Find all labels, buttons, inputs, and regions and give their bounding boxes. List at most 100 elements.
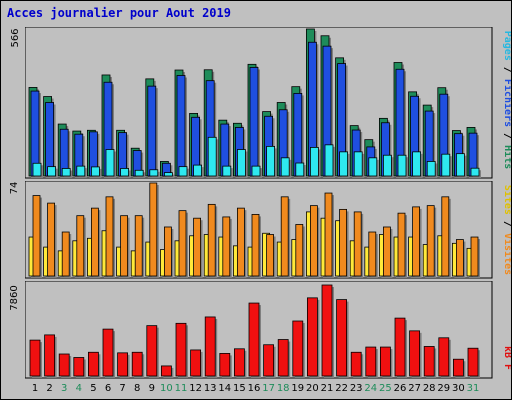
- kb-bar-1: [29, 339, 41, 377]
- legend-fichiers: Fichiers: [502, 78, 512, 128]
- day-label-7: 7: [119, 383, 126, 394]
- day-label-14: 14: [218, 383, 232, 394]
- kb-bar-25: [379, 346, 391, 377]
- pages-bar-10: [163, 172, 173, 177]
- kb-bar-17: [263, 344, 275, 377]
- pages-bar-16: [251, 165, 261, 177]
- pages-bar-24: [368, 157, 378, 177]
- kb-bar-5: [88, 351, 99, 377]
- kb-bar-12: [190, 349, 202, 377]
- day-label-5: 5: [90, 383, 97, 394]
- pages-bar-3: [61, 168, 71, 177]
- legend-hits: Hits: [502, 145, 512, 170]
- visits-bar-15: [236, 207, 245, 277]
- files-bar-2: [45, 102, 55, 177]
- day-label-2: 2: [46, 383, 53, 394]
- visits-bar-2: [47, 202, 56, 277]
- pages-bar-9: [149, 169, 159, 177]
- kb-bar-18: [277, 339, 289, 377]
- visits-bar-31: [470, 236, 479, 277]
- legend-sites: Sites: [502, 184, 512, 215]
- kb-bar-30: [452, 358, 464, 377]
- bottom-max-label: 7860: [9, 285, 20, 311]
- files-bar-16: [249, 67, 259, 177]
- pages-bar-8: [134, 169, 144, 177]
- day-label-9: 9: [148, 383, 155, 394]
- visits-bar-8: [134, 215, 143, 277]
- kb-bar-9: [146, 325, 158, 377]
- day-label-26: 26: [393, 383, 407, 394]
- day-label-6: 6: [104, 383, 112, 394]
- visits-bar-7: [120, 215, 128, 277]
- day-label-18: 18: [276, 383, 290, 394]
- kb-bar-31: [467, 347, 479, 377]
- pages-bar-23: [353, 151, 363, 177]
- visits-bar-6: [105, 196, 114, 277]
- kb-chart: [25, 281, 493, 379]
- visits-bar-13: [207, 203, 216, 277]
- pages-bar-19: [295, 162, 305, 177]
- day-label-19: 19: [291, 383, 305, 394]
- pages-bar-31: [470, 167, 480, 177]
- pages-bar-22: [339, 151, 349, 177]
- day-label-11: 11: [174, 383, 188, 394]
- pages-bar-25: [382, 154, 392, 177]
- visits-bar-27: [412, 206, 421, 277]
- visits-bar-30: [455, 239, 464, 277]
- day-label-20: 20: [306, 383, 319, 394]
- day-label-13: 13: [203, 383, 217, 394]
- pages-bar-5: [91, 166, 100, 177]
- day-label-23: 23: [349, 383, 363, 394]
- kb-bar-26: [394, 317, 406, 377]
- kb-bar-23: [350, 351, 362, 377]
- pages-bar-11: [178, 166, 188, 177]
- pages-bar-27: [412, 151, 422, 177]
- kb-bar-20: [306, 297, 318, 377]
- kb-bar-4: [73, 357, 85, 377]
- kb-bar-7: [117, 352, 128, 377]
- day-label-24: 24: [364, 383, 378, 394]
- pages-bar-20: [309, 147, 319, 177]
- kb-bar-24: [365, 346, 377, 377]
- page-title: Acces journalier pour Aout 2019: [7, 6, 231, 20]
- pages-bar-12: [193, 164, 203, 177]
- visits-bar-19: [295, 224, 304, 277]
- kb-bar-19: [292, 320, 304, 377]
- visits-bar-3: [61, 231, 70, 277]
- visits-bar-10: [163, 226, 172, 277]
- files-bar-9: [147, 85, 157, 177]
- pages-bar-28: [426, 161, 436, 177]
- pages-bar-30: [455, 153, 465, 177]
- day-label-12: 12: [189, 383, 202, 394]
- visits-bar-24: [368, 231, 377, 277]
- kb-bar-15: [233, 348, 245, 377]
- pages-bar-1: [32, 162, 42, 177]
- middle-legend: Sites / Visites: [500, 180, 512, 280]
- files-bar-11: [176, 75, 186, 177]
- visits-bar-14: [222, 216, 231, 277]
- pages-bar-29: [441, 153, 451, 177]
- visits-bar-23: [353, 211, 362, 277]
- pages-bar-26: [397, 154, 407, 177]
- pages-bar-14: [222, 165, 232, 177]
- legend-kb-f: kB F: [502, 345, 512, 371]
- kb-bar-27: [409, 330, 421, 377]
- visits-bar-12: [193, 217, 202, 277]
- kb-bar-3: [58, 353, 70, 377]
- legend-pages: Pages: [502, 30, 512, 61]
- day-label-27: 27: [408, 383, 421, 394]
- kb-bar-22: [336, 299, 348, 377]
- pages-bar-21: [324, 144, 334, 177]
- pages-bar-18: [280, 157, 290, 177]
- day-label-30: 30: [452, 383, 465, 394]
- legend-visites: Visites: [502, 233, 512, 276]
- visits-bar-28: [426, 205, 435, 277]
- kb-bar-6: [102, 328, 114, 377]
- kb-bar-16: [248, 302, 260, 377]
- pages-bar-17: [266, 145, 276, 177]
- visits-bar-1: [32, 195, 41, 277]
- day-label-10: 10: [160, 383, 173, 394]
- pages-bar-2: [47, 166, 57, 177]
- visits-bar-18: [280, 196, 289, 277]
- pages-bar-15: [236, 149, 246, 177]
